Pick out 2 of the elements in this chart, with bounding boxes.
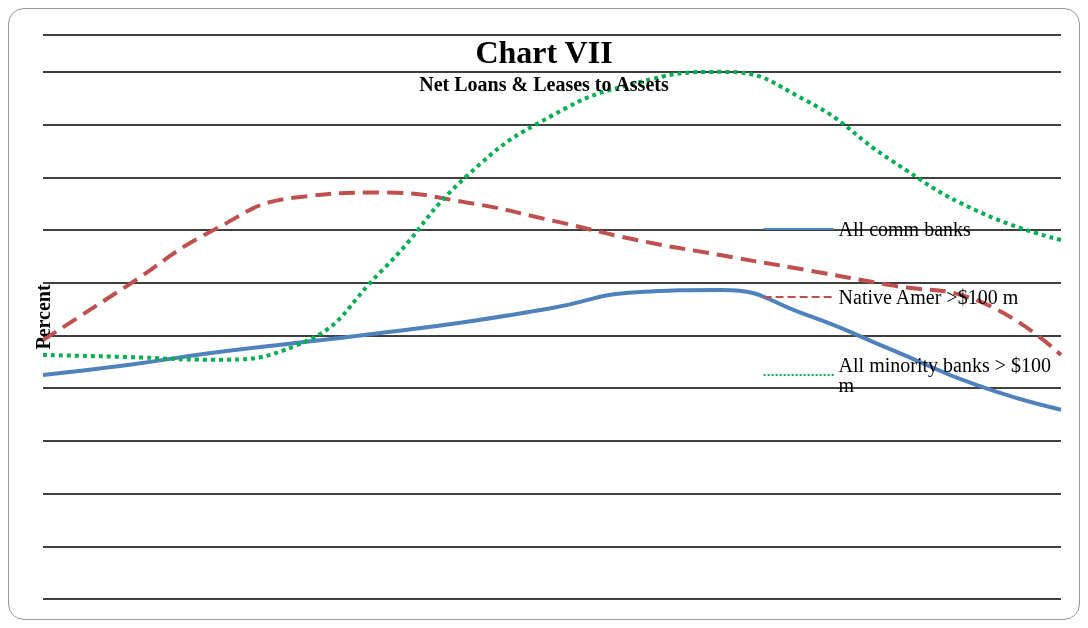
- y-axis-title: Percent: [32, 284, 54, 350]
- chart-title: Chart VII: [475, 34, 613, 70]
